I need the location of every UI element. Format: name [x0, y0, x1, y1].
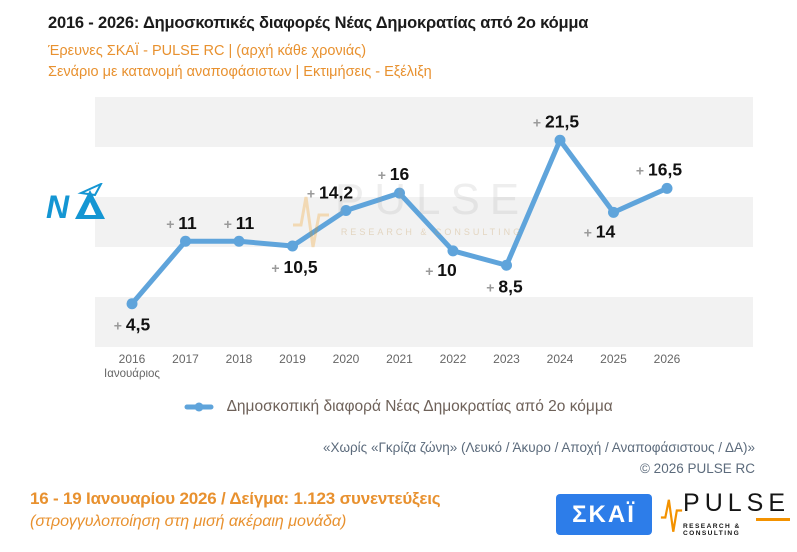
data-point-label: + 8,5 [486, 276, 523, 296]
plot-band [95, 247, 753, 297]
chart-title: 2016 - 2026: Δημοσκοπικές διαφορές Νέας … [48, 14, 589, 32]
pulse-logo-rule [756, 518, 790, 521]
data-point-marker [608, 206, 619, 218]
x-axis-label: 2017 [172, 352, 199, 366]
data-point-label: + 16 [378, 164, 410, 184]
data-point-label: + 4,5 [114, 315, 151, 335]
footer-survey-info: 16 - 19 Ιανουαρίου 2026 / Δείγμα: 1.123 … [30, 489, 441, 531]
legend-marker-icon [184, 402, 214, 412]
legend: Δημοσκοπική διαφορά Νέας Δημοκρατίας από… [0, 398, 797, 416]
pulse-waveform-icon [660, 499, 683, 532]
x-axis-label: 2022 [439, 352, 467, 366]
data-point-label: + 16,5 [636, 159, 682, 179]
data-point-marker [180, 235, 191, 247]
x-axis-sublabel: Ιανουάριος [104, 368, 160, 380]
legend-label: Δημοσκοπική διαφορά Νέας Δημοκρατίας από… [226, 398, 613, 415]
svg-text:Ν: Ν [46, 189, 70, 225]
x-axis-label: 2024 [546, 352, 574, 366]
data-point-marker [394, 187, 405, 199]
x-axis-label: 2021 [386, 352, 413, 366]
data-point-marker [233, 235, 245, 247]
data-point-label: + 10 [425, 260, 457, 280]
chart-subtitle-source: Έρευνες ΣΚΑΪ - PULSE RC | (αρχή κάθε χρο… [48, 43, 367, 59]
data-point-marker [340, 204, 352, 216]
footer-rounding-note: (στρογγυλοποίηση στη μισή ακέραιη μονάδα… [30, 513, 347, 530]
plot-band [95, 97, 753, 147]
data-point-marker [126, 298, 138, 310]
x-axis-label: 2023 [493, 352, 520, 366]
x-axis-label: 2019 [279, 352, 306, 366]
plot-band [95, 147, 753, 197]
pulse-logo-name: PULSE [683, 489, 790, 517]
footer-fieldwork-dates: 16 - 19 Ιανουαρίου 2026 / Δείγμα: 1.123 … [30, 489, 441, 508]
data-point-label: + 10,5 [271, 257, 317, 277]
skai-logo: ΣΚΑΪ [556, 494, 652, 535]
data-point-label: + 21,5 [533, 111, 579, 131]
x-axis-label: 2020 [332, 352, 360, 366]
x-axis-label: 2025 [600, 352, 627, 366]
x-axis-label: 2016 Ιανουάριος [90, 352, 174, 381]
nea-dimokratia-logo: Ν [46, 183, 105, 225]
line-chart: + 4,5 + 11 + 11 + 10,5 + 14,2 + 16 + 10 + 8,5 + … [95, 97, 753, 347]
pulse-logo: PULSE RESEARCH & CONSULTING [660, 489, 790, 539]
data-point-label: + 14,2 [307, 182, 353, 202]
data-point-label: + 11 [224, 213, 255, 233]
footnote-grey-zone: «Χωρίς «Γκρίζα ζώνη» (Λευκό / Άκυρο / Απ… [322, 440, 755, 455]
chart-subtitle-scenario: Σενάριο με κατανομή αναποφάσιστων | Εκτι… [48, 64, 432, 80]
data-point-marker [554, 134, 566, 146]
x-axis-label: 2026 [653, 352, 681, 366]
data-point-marker [287, 240, 298, 252]
footnote-copyright: © 2026 PULSE RC [639, 460, 755, 476]
data-point-marker [447, 245, 459, 257]
data-point-label: + 14 [584, 221, 616, 241]
data-point-label: + 11 [166, 213, 197, 233]
plot-band [95, 297, 753, 347]
x-axis-label: 2018 [225, 352, 253, 366]
footnote: «Χωρίς «Γκρίζα ζώνη» (Λευκό / Άκυρο / Απ… [323, 438, 755, 480]
data-point-marker [661, 182, 673, 194]
plot-area: + 4,5 + 11 + 11 + 10,5 + 14,2 + 16 + 10 + 8,5 + … [95, 97, 753, 347]
pulse-logo-tagline: RESEARCH & CONSULTING [683, 523, 741, 537]
x-axis: 2016 Ιανουάριος 2017 2018 2019 2020 2021 2022 20… [95, 352, 753, 388]
data-point-marker [501, 259, 512, 271]
